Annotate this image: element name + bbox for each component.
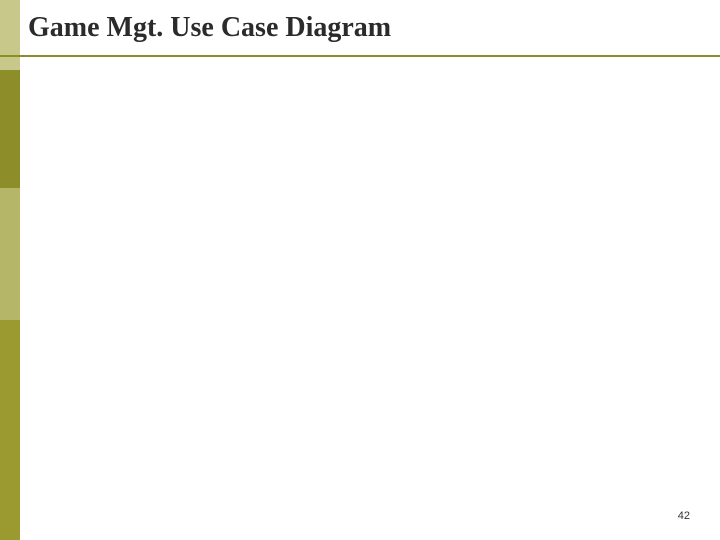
sidebar-segment — [0, 188, 20, 320]
sidebar-segment — [0, 320, 20, 540]
page-title: Game Mgt. Use Case Diagram — [28, 12, 391, 44]
sidebar-segment — [0, 70, 20, 188]
sidebar-accent-strip — [0, 0, 20, 540]
slide-title-area: Game Mgt. Use Case Diagram — [28, 12, 391, 44]
sidebar-segment — [0, 0, 20, 70]
title-underline — [0, 55, 720, 57]
page-number: 42 — [678, 510, 690, 522]
